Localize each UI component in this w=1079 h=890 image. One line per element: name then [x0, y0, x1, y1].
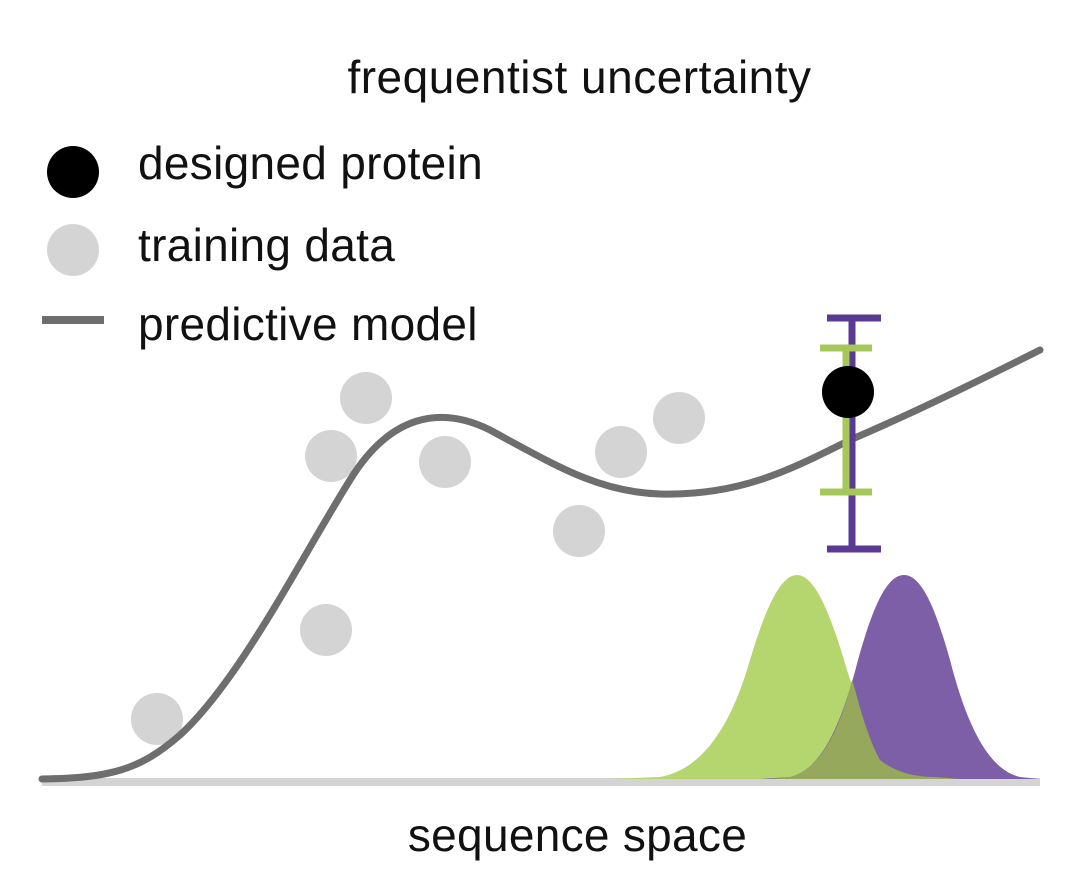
- training-point: [419, 436, 471, 488]
- training-point: [305, 430, 357, 482]
- training-point: [553, 505, 605, 557]
- legend-label-training-data: training data: [138, 219, 396, 271]
- training-point: [595, 426, 647, 478]
- training-point: [653, 392, 705, 444]
- purple-error-bar: [827, 314, 881, 553]
- overlap-distribution: [770, 680, 960, 779]
- legend-label-designed-protein: designed protein: [138, 137, 483, 189]
- training-point: [300, 604, 352, 656]
- training-point: [340, 372, 392, 424]
- black-dot-icon: [47, 146, 99, 198]
- gray-dot-icon: [47, 224, 99, 276]
- purple-distribution: [760, 575, 1040, 779]
- designed-protein-point: [822, 366, 874, 418]
- training-point: [131, 693, 183, 745]
- chart-title: frequentist uncertainty: [347, 51, 812, 103]
- green-distribution: [610, 575, 960, 779]
- x-axis-label: sequence space: [407, 809, 748, 861]
- legend-label-predictive-model: predictive model: [138, 298, 478, 350]
